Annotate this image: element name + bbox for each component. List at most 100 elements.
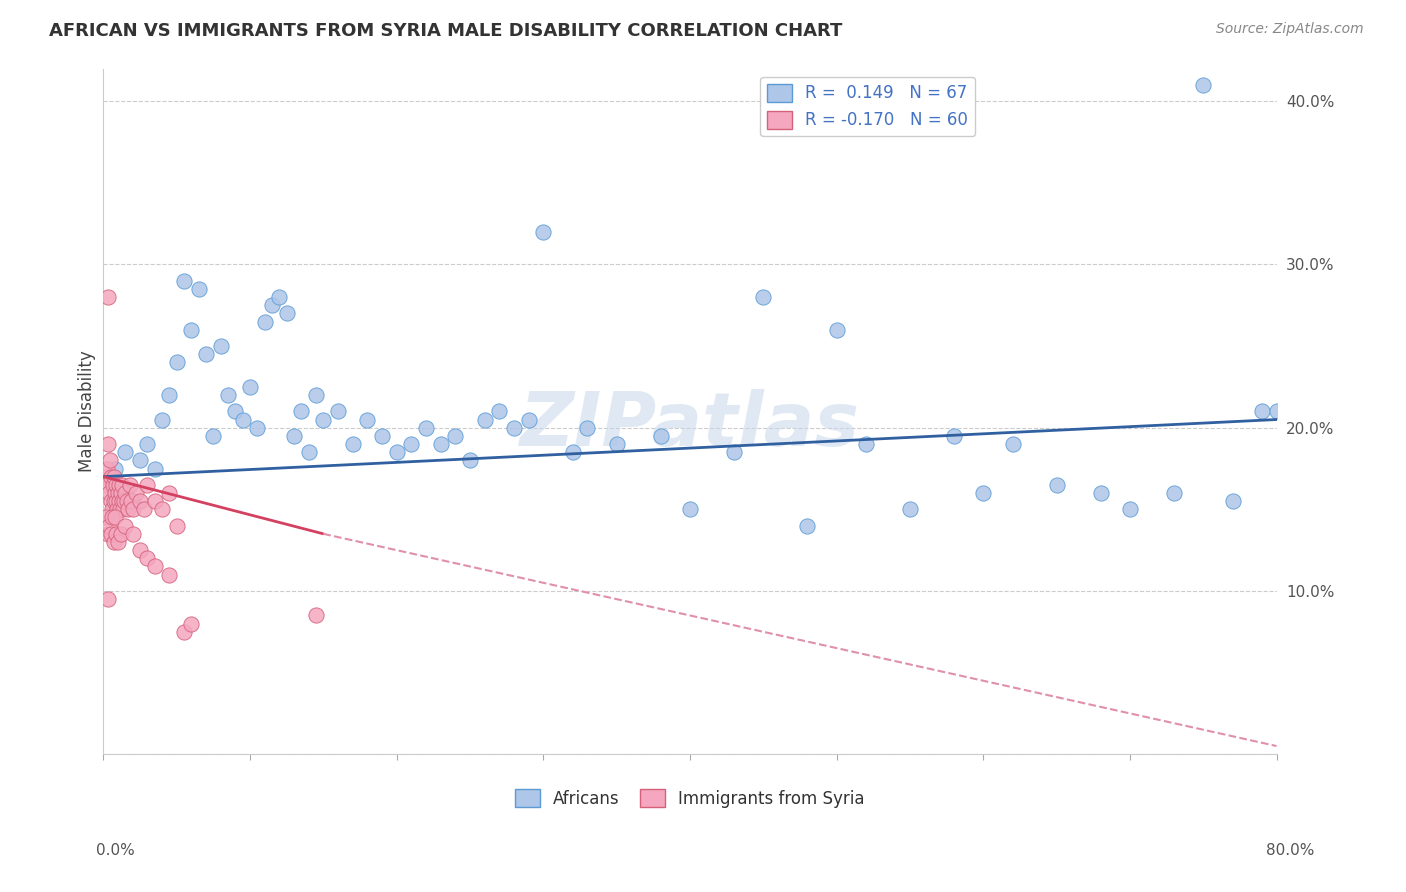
Point bbox=[97, 290, 120, 304]
Point bbox=[157, 388, 180, 402]
Point bbox=[385, 445, 408, 459]
Point bbox=[96, 461, 118, 475]
Point bbox=[157, 486, 180, 500]
Point bbox=[1001, 437, 1024, 451]
Point bbox=[101, 502, 124, 516]
Text: AFRICAN VS IMMIGRANTS FROM SYRIA MALE DISABILITY CORRELATION CHART: AFRICAN VS IMMIGRANTS FROM SYRIA MALE DI… bbox=[49, 22, 842, 40]
Point bbox=[114, 518, 136, 533]
Point bbox=[97, 592, 120, 607]
Point bbox=[217, 388, 239, 402]
Point bbox=[98, 518, 121, 533]
Point bbox=[107, 494, 129, 508]
Point bbox=[94, 469, 117, 483]
Point bbox=[101, 478, 124, 492]
Point bbox=[796, 518, 818, 533]
Point bbox=[209, 339, 232, 353]
Point bbox=[415, 420, 437, 434]
Point bbox=[474, 412, 496, 426]
Point bbox=[1045, 478, 1067, 492]
Point bbox=[136, 551, 159, 566]
Point bbox=[1163, 486, 1185, 500]
Point bbox=[121, 526, 143, 541]
Point bbox=[100, 526, 122, 541]
Point bbox=[723, 445, 745, 459]
Point bbox=[429, 437, 451, 451]
Point bbox=[1090, 486, 1112, 500]
Point bbox=[114, 486, 136, 500]
Point bbox=[96, 510, 118, 524]
Point bbox=[180, 616, 202, 631]
Text: ZIPatlas: ZIPatlas bbox=[520, 389, 860, 461]
Point bbox=[101, 510, 124, 524]
Point bbox=[173, 274, 195, 288]
Point bbox=[246, 420, 269, 434]
Point bbox=[531, 225, 554, 239]
Point bbox=[371, 429, 394, 443]
Point bbox=[260, 298, 283, 312]
Point bbox=[96, 478, 118, 492]
Point bbox=[173, 624, 195, 639]
Text: 80.0%: 80.0% bbox=[1267, 843, 1315, 858]
Point bbox=[124, 486, 146, 500]
Point bbox=[110, 478, 132, 492]
Point bbox=[157, 567, 180, 582]
Point bbox=[108, 478, 131, 492]
Point bbox=[104, 510, 127, 524]
Point bbox=[1265, 404, 1288, 418]
Text: 0.0%: 0.0% bbox=[96, 843, 135, 858]
Point bbox=[100, 469, 122, 483]
Point bbox=[110, 486, 132, 500]
Point bbox=[606, 437, 628, 451]
Point bbox=[752, 290, 775, 304]
Point bbox=[104, 461, 127, 475]
Point bbox=[103, 494, 125, 508]
Point bbox=[561, 445, 583, 459]
Point bbox=[290, 404, 312, 418]
Point bbox=[576, 420, 599, 434]
Point bbox=[121, 494, 143, 508]
Point bbox=[650, 429, 672, 443]
Point bbox=[108, 502, 131, 516]
Point bbox=[104, 494, 127, 508]
Point bbox=[356, 412, 378, 426]
Point bbox=[110, 526, 132, 541]
Point bbox=[121, 502, 143, 516]
Point bbox=[105, 478, 128, 492]
Point bbox=[112, 494, 135, 508]
Point bbox=[202, 429, 225, 443]
Point bbox=[283, 429, 305, 443]
Point bbox=[239, 380, 262, 394]
Point bbox=[1119, 502, 1142, 516]
Point bbox=[972, 486, 994, 500]
Point bbox=[107, 535, 129, 549]
Point bbox=[110, 486, 132, 500]
Point bbox=[98, 486, 121, 500]
Point bbox=[105, 526, 128, 541]
Point bbox=[97, 526, 120, 541]
Point bbox=[1192, 78, 1215, 92]
Point bbox=[312, 412, 335, 426]
Point bbox=[488, 404, 510, 418]
Point bbox=[305, 608, 328, 623]
Y-axis label: Male Disability: Male Disability bbox=[79, 351, 96, 472]
Point bbox=[444, 429, 467, 443]
Point bbox=[399, 437, 422, 451]
Point bbox=[117, 502, 139, 516]
Point bbox=[129, 494, 152, 508]
Point bbox=[253, 315, 276, 329]
Point bbox=[129, 543, 152, 558]
Legend: Africans, Immigrants from Syria: Africans, Immigrants from Syria bbox=[509, 782, 872, 814]
Point bbox=[187, 282, 209, 296]
Point bbox=[194, 347, 217, 361]
Point bbox=[103, 535, 125, 549]
Point bbox=[825, 323, 848, 337]
Point bbox=[118, 478, 141, 492]
Point bbox=[103, 469, 125, 483]
Point bbox=[120, 494, 142, 508]
Point bbox=[112, 502, 135, 516]
Point bbox=[150, 502, 173, 516]
Point bbox=[342, 437, 364, 451]
Point bbox=[114, 445, 136, 459]
Point bbox=[111, 494, 134, 508]
Point bbox=[136, 437, 159, 451]
